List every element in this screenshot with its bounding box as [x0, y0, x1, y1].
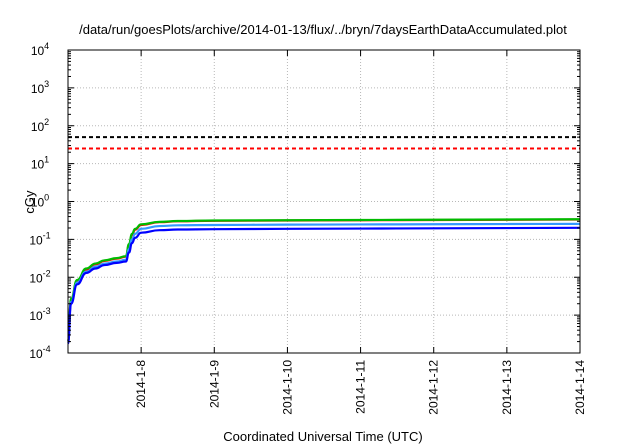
y-tick-label: 10-3 — [29, 306, 50, 323]
y-tick-label: 10-2 — [29, 268, 50, 285]
reference-lines — [68, 136, 580, 150]
x-axis: 2014-1-8 2014-1-9 2014-1-10 2014-1-11 2014-1… — [134, 50, 587, 415]
x-tick-label: 2014-1-11 — [354, 360, 368, 414]
x-tick-label: 2014-1-14 — [573, 360, 587, 415]
y-tick-label: 102 — [31, 117, 49, 134]
y-tick-label: 10-1 — [29, 230, 50, 247]
y-tick-label: 10-4 — [29, 344, 50, 361]
y-tick-label: 101 — [31, 155, 49, 172]
x-tick-label: 2014-1-9 — [207, 360, 221, 408]
series-line — [66, 222, 581, 343]
x-tick-label: 2014-1-8 — [134, 360, 148, 408]
series-line — [66, 226, 581, 345]
chart-title: /data/run/goesPlots/archive/2014-01-13/f… — [79, 22, 567, 37]
series-line — [66, 218, 581, 343]
y-axis: 10-4 10-3 10-2 10-1 100 101 102 103 104 — [29, 41, 580, 361]
y-tick-label: 103 — [31, 79, 49, 96]
x-tick-label: 2014-1-12 — [427, 360, 441, 415]
x-tick-label: 2014-1-13 — [500, 360, 514, 415]
y-axis-label: cGy — [22, 190, 37, 214]
x-tick-label: 2014-1-10 — [280, 360, 294, 415]
series-lines — [66, 218, 581, 345]
series-line — [66, 218, 581, 343]
y-tick-label: 100 — [31, 193, 49, 210]
grid — [68, 50, 580, 353]
y-tick-label: 104 — [31, 41, 49, 58]
x-axis-label: Coordinated Universal Time (UTC) — [223, 429, 422, 444]
